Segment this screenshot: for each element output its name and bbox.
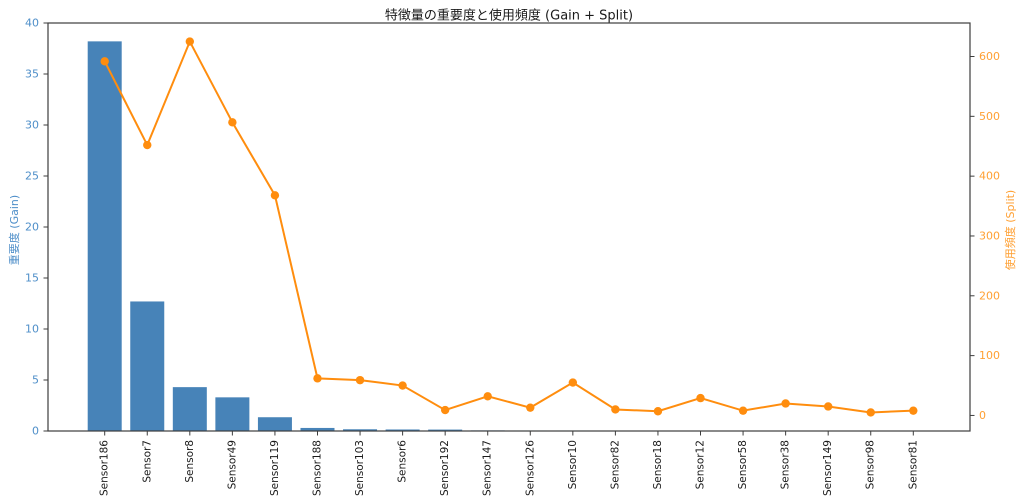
- plot-border: [47, 22, 971, 432]
- x-axis-tick-label: Sensor49: [226, 440, 238, 489]
- usage-marker: [270, 191, 280, 200]
- x-axis-tick-label: Sensor8: [184, 440, 196, 483]
- x-axis-tick-label: Sensor149: [822, 440, 834, 496]
- usage-marker: [781, 399, 790, 408]
- importance-bar: [343, 429, 378, 431]
- usage-marker: [398, 381, 407, 390]
- y-axis-tick-label-right: 0: [979, 409, 986, 422]
- usage-marker: [143, 140, 152, 150]
- usage-line: [103, 39, 914, 414]
- usage-marker: [823, 402, 833, 411]
- usage-marker: [100, 57, 109, 66]
- usage-marker: [568, 378, 578, 387]
- importance-bar: [87, 41, 122, 432]
- x-axis-tick-label: Sensor103: [354, 440, 366, 496]
- usage-marker: [611, 405, 620, 414]
- x-axis-tick-label: Sensor126: [524, 440, 536, 496]
- chart-title: 特徴量の重要度と使用頻度 (Gain + Split): [384, 8, 634, 24]
- y-axis-tick-label-right: 300: [979, 229, 1000, 242]
- usage-marker: [185, 37, 195, 46]
- y-axis-tick-label-right: 400: [979, 170, 1000, 183]
- importance-bar: [385, 429, 420, 431]
- importance-bar: [257, 417, 292, 431]
- importance-bar: [215, 397, 250, 431]
- y-axis-tick-label-right: 200: [979, 289, 1000, 302]
- x-axis-tick-label: Sensor58: [737, 440, 749, 489]
- y-axis-tick-label-left: 5: [32, 374, 39, 387]
- importance-bar: [300, 427, 335, 431]
- x-axis-tick-label: Sensor6: [397, 440, 409, 483]
- x-axis-tick-label: Sensor186: [99, 440, 111, 496]
- usage-marker: [696, 393, 705, 403]
- usage-marker: [653, 407, 663, 416]
- usage-marker: [526, 403, 535, 412]
- y-axis-tick-label-left: 40: [25, 17, 39, 30]
- y-axis-tick-label-left: 30: [25, 119, 39, 132]
- x-axis-tick-label: Sensor38: [780, 440, 792, 489]
- usage-marker: [355, 375, 365, 385]
- y-axis-tick-label-left: 15: [25, 272, 39, 285]
- y-axis-tick-label-left: 0: [32, 425, 39, 438]
- importance-bar: [428, 429, 463, 431]
- x-axis-tick-label: Sensor147: [482, 440, 494, 496]
- x-axis-tick-label: Sensor82: [609, 440, 621, 489]
- usage-marker: [738, 406, 748, 415]
- x-axis-tick-label: Sensor7: [141, 440, 153, 483]
- y-axis-tick-label-right: 500: [979, 110, 1000, 123]
- x-axis-tick-label: Sensor18: [652, 440, 664, 489]
- usage-marker: [909, 406, 918, 415]
- x-axis-tick-label: Sensor81: [907, 440, 919, 489]
- y-axis-tick-label-right: 100: [979, 349, 1000, 362]
- usage-marker: [866, 408, 875, 417]
- x-axis-tick-label: Sensor10: [567, 440, 579, 489]
- usage-marker: [483, 392, 492, 401]
- y-axis-tick-label-left: 10: [25, 323, 39, 336]
- x-axis-tick-label: Sensor12: [695, 440, 707, 489]
- x-axis-tick-label: Sensor98: [865, 440, 877, 489]
- y-axis-tick-label-left: 25: [25, 170, 39, 183]
- usage-marker: [313, 374, 322, 383]
- y-axis-tick-label-left: 35: [25, 68, 39, 81]
- y-axis-tick-label-right: 600: [979, 50, 1000, 63]
- x-axis-tick-label: Sensor192: [439, 440, 451, 496]
- importance-bar: [130, 301, 165, 431]
- x-axis-tick-label: Sensor119: [269, 440, 281, 496]
- x-axis-tick-label: Sensor188: [311, 440, 323, 496]
- importance-bar: [172, 387, 207, 431]
- y-axis-tick-label-left: 20: [25, 221, 39, 234]
- usage-marker: [228, 118, 237, 127]
- usage-marker: [440, 405, 450, 415]
